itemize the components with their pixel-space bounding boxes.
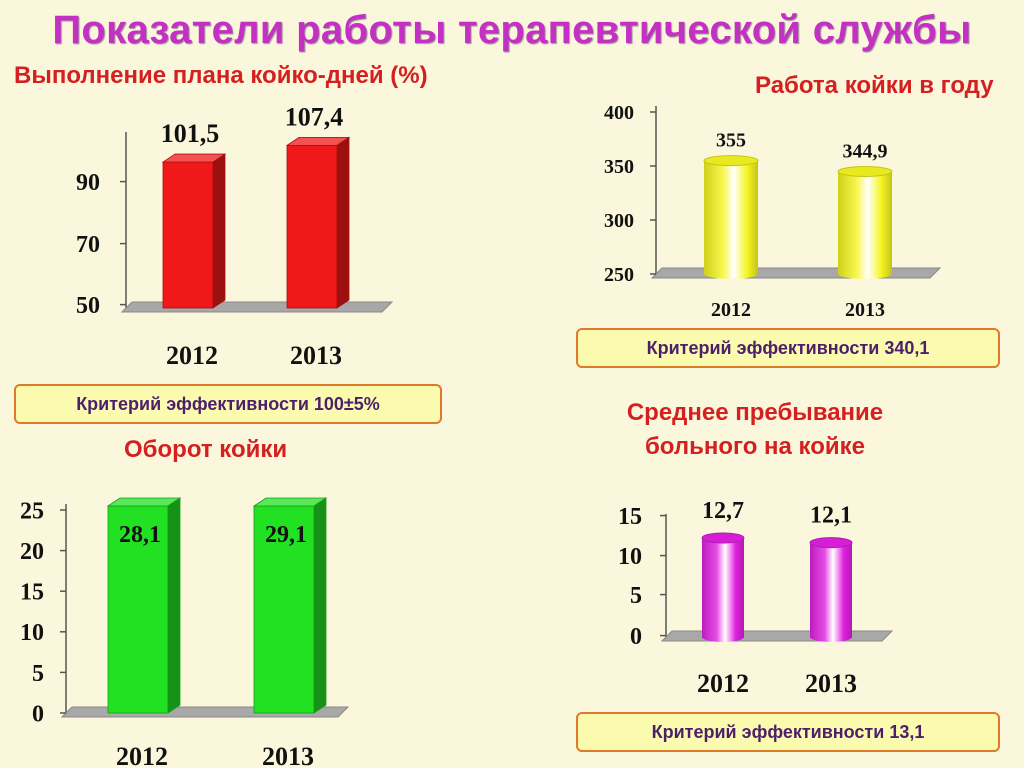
y-tick-label: 0 [32, 701, 44, 727]
bar-front [162, 161, 214, 309]
bar-value-label: 28,1 [119, 522, 161, 548]
y-tick-label: 15 [618, 504, 642, 530]
bar-cylinder-base [704, 269, 758, 279]
x-category-label: 2012 [711, 299, 751, 321]
y-tick-label: 25 [20, 498, 44, 524]
bar-cylinder-top [701, 532, 745, 544]
bar-cylinder [838, 171, 892, 274]
y-tick-label: 70 [76, 232, 100, 258]
stay-subtitle-line2: больного на койке [644, 433, 866, 460]
stay-chart-subtitle: Среднее пребывание больного на койке [600, 396, 910, 464]
y-tick-label: 90 [76, 170, 100, 196]
plan-criterion-box: Критерий эффективности 100±5% [14, 384, 442, 424]
slide-title: Показатели работы терапевтической службы [52, 8, 972, 52]
bar-cylinder-top [809, 537, 853, 549]
work-chart-subtitle: Работа койки в году [755, 72, 994, 99]
x-category-label: 2013 [262, 742, 314, 768]
bar-cylinder-base [702, 632, 744, 642]
turnover-chart-subtitle: Оборот койки [124, 436, 288, 463]
bar-side [313, 497, 327, 714]
x-category-label: 2012 [166, 341, 218, 370]
bar-value-label: 29,1 [265, 522, 307, 548]
bar-cylinder [810, 542, 852, 637]
y-tick-label: 5 [630, 583, 642, 609]
chart-floor [660, 630, 894, 642]
plan-chart-subtitle: Выполнение плана койко-дней (%) [14, 62, 428, 89]
y-tick-label: 250 [604, 264, 634, 286]
bar-value-label: 344,9 [843, 141, 888, 163]
y-tick-label: 0 [630, 624, 642, 650]
work-criterion-box: Критерий эффективности 340,1 [576, 328, 1000, 368]
x-category-label: 2013 [290, 341, 342, 370]
y-tick-label: 300 [604, 210, 634, 232]
bar-side [336, 136, 350, 309]
y-tick-label: 20 [20, 539, 44, 565]
x-category-label: 2013 [805, 669, 857, 698]
plan-criterion-text: Критерий эффективности 100±5% [76, 393, 380, 414]
stay-subtitle-line1: Среднее пребывание [626, 399, 884, 426]
bar-side [212, 153, 226, 309]
stay-criterion-box: Критерий эффективности 13,1 [576, 712, 1000, 752]
bar-side [167, 497, 181, 714]
bar-cylinder-base [838, 269, 892, 279]
bar-cylinder [704, 160, 758, 274]
y-tick-label: 350 [604, 156, 634, 178]
bar-cylinder-top [703, 155, 759, 167]
bar-value-label: 107,4 [285, 102, 344, 131]
y-tick-label: 10 [20, 620, 44, 646]
bar-value-label: 12,1 [810, 503, 852, 529]
x-category-label: 2013 [845, 299, 885, 321]
y-tick-label: 15 [20, 580, 44, 606]
bar-cylinder-base [810, 632, 852, 642]
bar-value-label: 101,5 [161, 119, 220, 148]
bar-front [253, 505, 315, 714]
y-tick-label: 10 [618, 544, 642, 570]
y-tick-label: 50 [76, 293, 100, 319]
stay-criterion-text: Критерий эффективности 13,1 [651, 721, 925, 742]
x-category-label: 2012 [697, 669, 749, 698]
bar-cylinder-top [837, 166, 893, 178]
bar-cylinder [702, 537, 744, 637]
bar-value-label: 355 [716, 130, 746, 152]
x-category-label: 2012 [116, 742, 168, 768]
bar-value-label: 12,7 [702, 498, 744, 524]
y-tick-label: 5 [32, 661, 44, 687]
y-tick-label: 400 [604, 102, 634, 124]
work-criterion-text: Критерий эффективности 340,1 [646, 337, 930, 358]
